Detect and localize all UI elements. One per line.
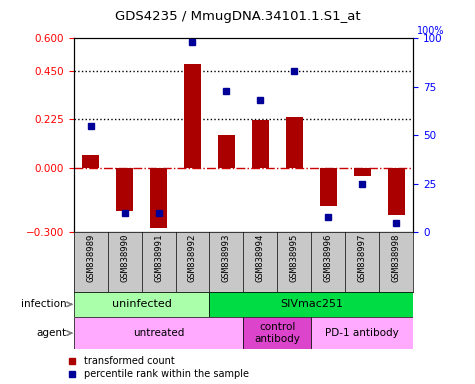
Text: SIVmac251: SIVmac251 [280, 299, 343, 310]
Text: PD-1 antibody: PD-1 antibody [325, 328, 399, 338]
Bar [150, 168, 167, 228]
Bar [252, 120, 269, 168]
Bar [74, 292, 209, 317]
Text: 100%: 100% [418, 26, 445, 36]
Bar [209, 292, 413, 317]
Text: GSM838996: GSM838996 [324, 234, 333, 283]
Bar [184, 64, 201, 168]
Bar [82, 155, 99, 168]
Text: GSM838991: GSM838991 [154, 234, 163, 283]
Text: GDS4235 / MmugDNA.34101.1.S1_at: GDS4235 / MmugDNA.34101.1.S1_at [114, 10, 361, 23]
Text: GSM838994: GSM838994 [256, 234, 265, 283]
Text: GSM838992: GSM838992 [188, 234, 197, 283]
Text: GSM838997: GSM838997 [358, 234, 367, 283]
Text: untreated: untreated [133, 328, 184, 338]
Text: GSM838998: GSM838998 [392, 234, 401, 283]
Bar [320, 168, 337, 207]
Text: GSM838995: GSM838995 [290, 234, 299, 283]
Legend: transformed count, percentile rank within the sample: transformed count, percentile rank withi… [69, 356, 248, 379]
Text: uninfected: uninfected [112, 299, 171, 310]
Text: GSM838989: GSM838989 [86, 234, 95, 283]
Text: infection: infection [21, 299, 66, 310]
Bar [286, 117, 303, 168]
Bar [243, 317, 311, 349]
Bar [74, 317, 243, 349]
Bar [116, 168, 133, 211]
Bar [218, 136, 235, 168]
Bar [388, 168, 405, 215]
Text: GSM838990: GSM838990 [120, 234, 129, 283]
Bar [354, 168, 371, 176]
Text: GSM838993: GSM838993 [222, 234, 231, 283]
Bar [311, 317, 413, 349]
Text: control
antibody: control antibody [255, 322, 300, 344]
Text: agent: agent [37, 328, 67, 338]
